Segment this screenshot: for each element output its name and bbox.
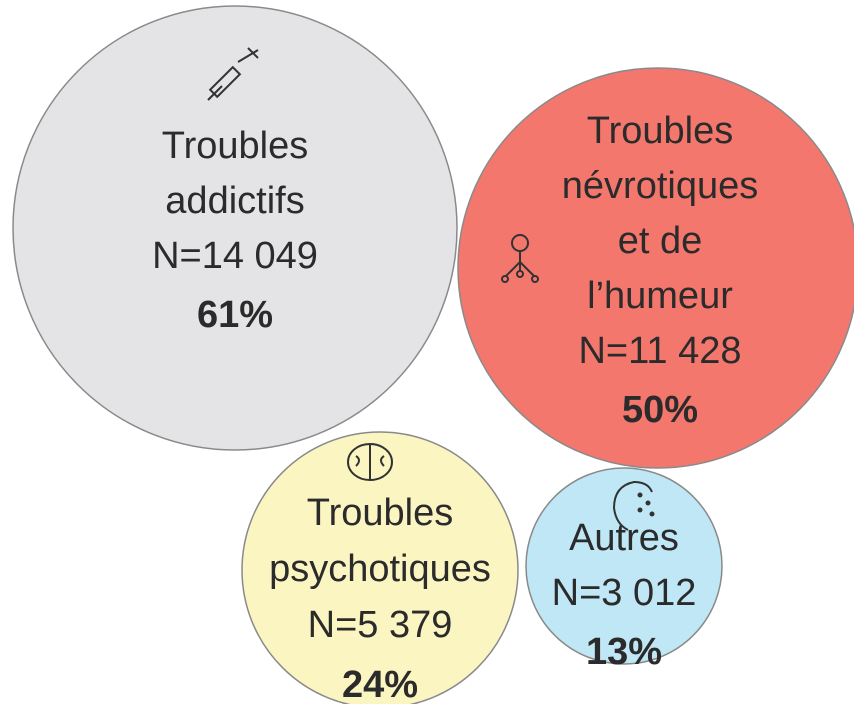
- bubble-label: addictifs: [165, 180, 304, 222]
- bubble-share: 13%: [586, 631, 662, 673]
- bubble-share: 24%: [342, 664, 418, 704]
- network-icon: [501, 234, 539, 283]
- bubble-label: Troubles: [307, 492, 453, 534]
- syringe-icon: [207, 47, 259, 101]
- bubble-label: et de: [618, 220, 703, 262]
- brain-icon: [347, 443, 393, 481]
- bubble-psychotic: [241, 431, 519, 704]
- bubble-label: névrotiques: [562, 165, 758, 207]
- bubble-count: N=14 049: [152, 235, 318, 277]
- bubble-other: [525, 467, 723, 665]
- bubble-label: psychotiques: [269, 548, 491, 590]
- bubbles: [12, 5, 854, 704]
- bubble-label: Troubles: [587, 110, 733, 152]
- bubble-share: 50%: [622, 389, 698, 431]
- bubble-label: Autres: [569, 517, 679, 559]
- bubble-count: N=11 428: [578, 330, 741, 372]
- icons: [207, 47, 655, 531]
- bubble-label: l’humeur: [587, 275, 733, 317]
- bubble-label: Troubles: [162, 125, 308, 167]
- bubble-addictive: [12, 5, 458, 451]
- head-icon: [612, 480, 655, 531]
- bubble-neurotic: [457, 67, 854, 469]
- bubble-count: N=3 012: [552, 572, 697, 614]
- bubble-count: N=5 379: [308, 604, 453, 646]
- bubble-share: 61%: [197, 294, 273, 336]
